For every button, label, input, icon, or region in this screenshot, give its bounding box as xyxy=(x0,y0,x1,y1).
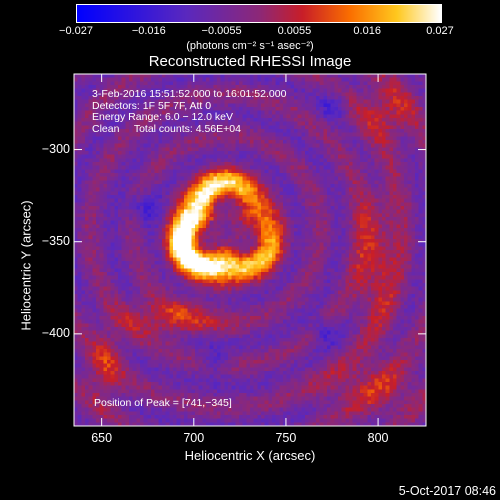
y-axis-label: Heliocentric Y (arcsec) xyxy=(18,200,34,331)
colorbar-tick-label: 0.027 xyxy=(426,25,454,37)
colorbar-tick-label: −0.016 xyxy=(131,25,166,37)
image-title: Reconstructed RHESSI Image xyxy=(148,53,352,70)
x-tick-label: 750 xyxy=(275,431,297,445)
energy-range: Energy Range: 6.0 − 12.0 keV xyxy=(92,111,233,123)
colorbar-units: (photons cm⁻² s⁻¹ asec⁻²) xyxy=(186,40,314,52)
y-tick-label: −300 xyxy=(41,141,70,156)
y-tick-label: −350 xyxy=(41,233,70,248)
colorbar-tick-label: 0.0055 xyxy=(277,25,312,37)
detectors-info: Detectors: 1F 5F 7F, Att 0 xyxy=(92,99,212,112)
clean-info: Clean Total counts: 4.56E+04 xyxy=(92,122,241,135)
colorbar-tick-label: 0.016 xyxy=(353,25,381,37)
x-axis-label: Heliocentric X (arcsec) xyxy=(184,448,316,463)
time-range: 3-Feb-2016 15:51:52.000 to 16:01:52.000 xyxy=(92,88,287,100)
x-tick-label: 700 xyxy=(183,431,205,445)
colorbar xyxy=(76,4,442,23)
x-tick-label: 800 xyxy=(367,431,389,445)
footer-date: 5-Oct-2017 08:46 xyxy=(398,484,496,498)
x-tick-label: 650 xyxy=(91,431,113,445)
colorbar-tick-label: −0.0055 xyxy=(201,25,242,37)
peak-position: Position of Peak = [741,−345] xyxy=(94,397,232,409)
y-tick-label: −400 xyxy=(41,325,70,340)
colorbar-tick-label: −0.027 xyxy=(59,25,93,37)
